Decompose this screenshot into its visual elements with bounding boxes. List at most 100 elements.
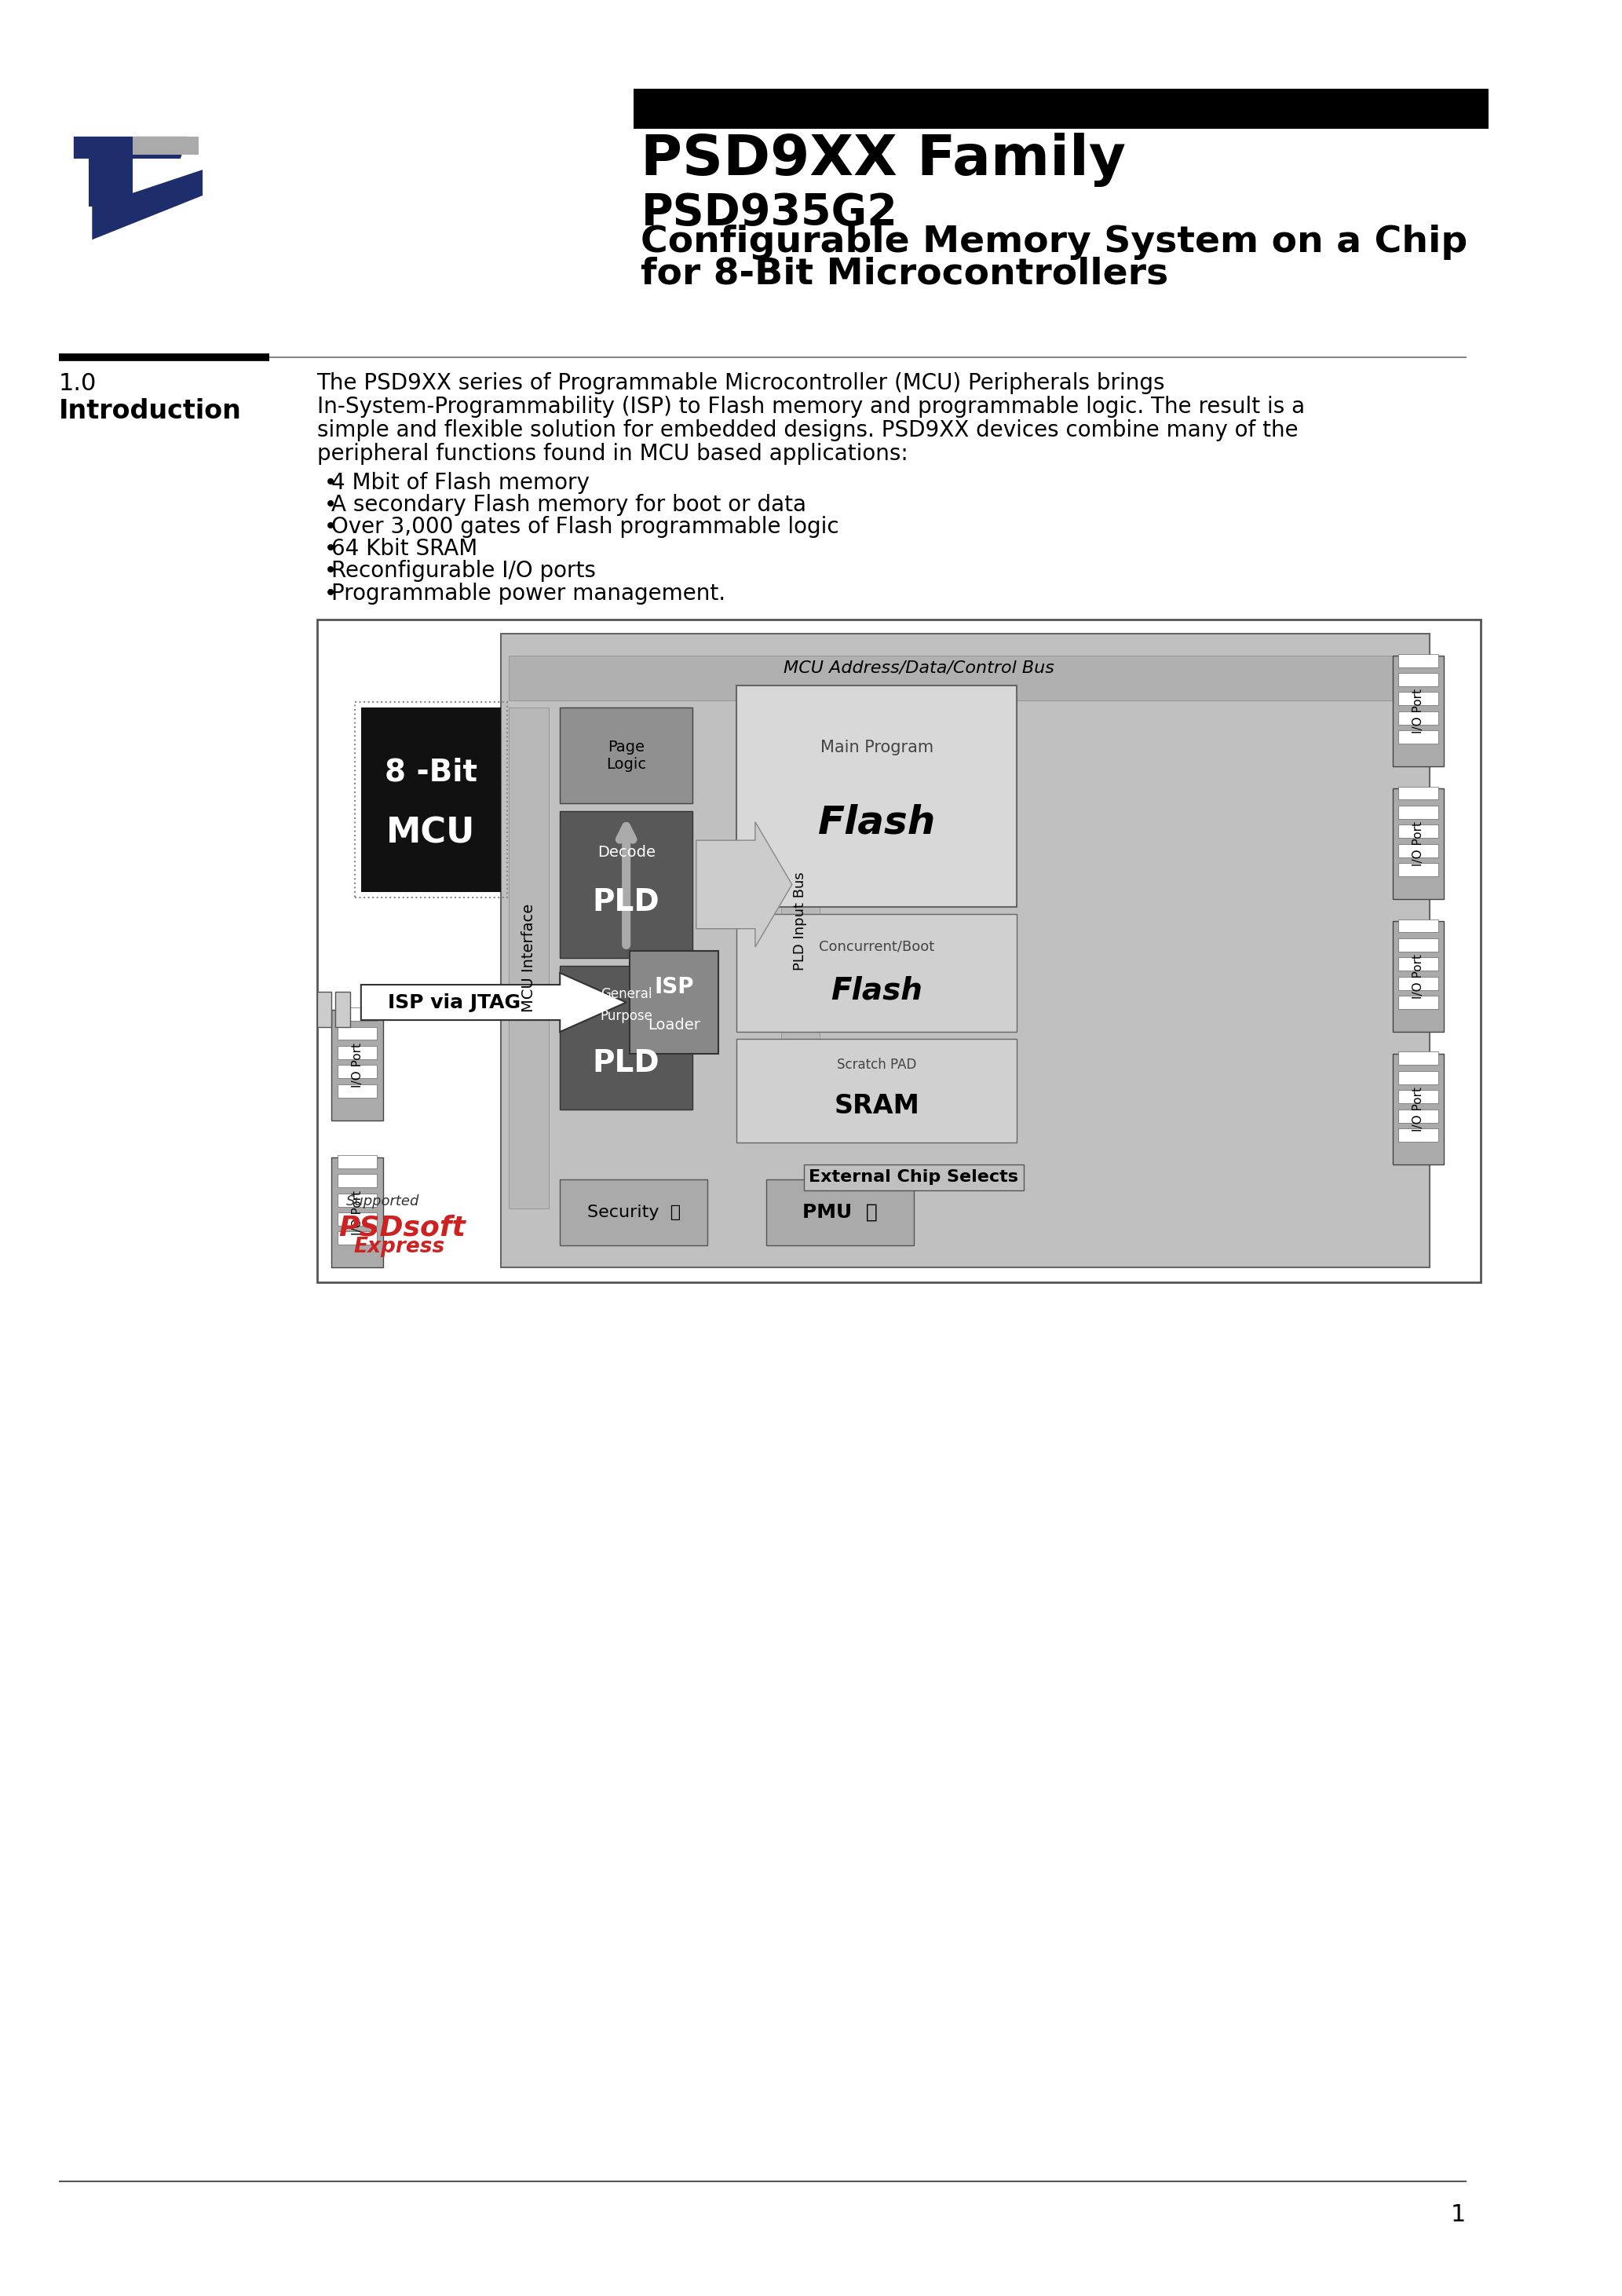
FancyBboxPatch shape: [1398, 939, 1439, 951]
Text: 4 Mbit of Flash memory: 4 Mbit of Flash memory: [331, 471, 590, 494]
FancyBboxPatch shape: [1393, 1054, 1444, 1164]
Text: Main Program: Main Program: [821, 739, 933, 755]
FancyBboxPatch shape: [362, 707, 501, 891]
Text: I/O Port: I/O Port: [1413, 822, 1424, 866]
Text: PLD Input Bus: PLD Input Bus: [793, 872, 808, 971]
Text: ISP: ISP: [654, 976, 694, 999]
Polygon shape: [73, 135, 188, 158]
Text: Page
Logic: Page Logic: [607, 739, 646, 771]
Text: MCU: MCU: [386, 815, 475, 850]
FancyBboxPatch shape: [1393, 790, 1444, 900]
Text: Configurable Memory System on a Chip: Configurable Memory System on a Chip: [641, 225, 1468, 259]
Text: 1: 1: [1452, 2204, 1466, 2227]
Polygon shape: [362, 974, 626, 1031]
FancyBboxPatch shape: [337, 1231, 378, 1244]
Text: Concurrent/Boot: Concurrent/Boot: [819, 939, 934, 955]
Text: Decode: Decode: [597, 845, 655, 859]
Text: Security  🔒: Security 🔒: [587, 1205, 680, 1219]
Text: The PSD9XX series of Programmable Microcontroller (MCU) Peripherals brings: The PSD9XX series of Programmable Microc…: [316, 372, 1165, 395]
Polygon shape: [92, 170, 203, 239]
FancyBboxPatch shape: [508, 707, 548, 1208]
Text: •: •: [324, 494, 337, 517]
FancyBboxPatch shape: [337, 1084, 378, 1097]
Text: PSD9XX Family: PSD9XX Family: [641, 133, 1126, 186]
Text: Introduction: Introduction: [58, 397, 242, 425]
FancyBboxPatch shape: [629, 951, 719, 1054]
FancyBboxPatch shape: [736, 914, 1017, 1031]
Text: General: General: [600, 987, 652, 1001]
FancyBboxPatch shape: [1398, 824, 1439, 838]
FancyBboxPatch shape: [1398, 996, 1439, 1008]
FancyBboxPatch shape: [1398, 806, 1439, 820]
FancyBboxPatch shape: [780, 707, 819, 1134]
Text: simple and flexible solution for embedded designs. PSD9XX devices combine many o: simple and flexible solution for embedde…: [316, 420, 1298, 441]
FancyBboxPatch shape: [1398, 957, 1439, 971]
Text: Express: Express: [354, 1238, 444, 1258]
Text: Programmable power management.: Programmable power management.: [331, 583, 725, 604]
Polygon shape: [696, 822, 792, 948]
Text: Flash: Flash: [817, 804, 936, 840]
Text: I/O Port: I/O Port: [352, 1042, 363, 1088]
FancyBboxPatch shape: [560, 707, 693, 804]
Text: Purpose: Purpose: [600, 1008, 652, 1024]
FancyBboxPatch shape: [560, 810, 693, 957]
FancyBboxPatch shape: [1398, 1127, 1439, 1141]
Text: PSDsoft: PSDsoft: [339, 1215, 466, 1242]
Text: PMU  🔧: PMU 🔧: [803, 1203, 878, 1221]
FancyBboxPatch shape: [766, 1180, 913, 1244]
Text: Supported: Supported: [345, 1194, 420, 1208]
FancyBboxPatch shape: [337, 1212, 378, 1226]
FancyBboxPatch shape: [1398, 1070, 1439, 1084]
Text: SRAM: SRAM: [834, 1093, 920, 1118]
FancyBboxPatch shape: [1398, 918, 1439, 932]
Polygon shape: [133, 135, 200, 154]
FancyBboxPatch shape: [1398, 712, 1439, 726]
Text: Flash: Flash: [830, 976, 923, 1006]
Text: 8 -Bit: 8 -Bit: [384, 758, 477, 788]
FancyBboxPatch shape: [337, 1047, 378, 1058]
FancyBboxPatch shape: [1398, 673, 1439, 687]
FancyBboxPatch shape: [1393, 657, 1444, 767]
FancyBboxPatch shape: [1398, 976, 1439, 990]
Text: Over 3,000 gates of Flash programmable logic: Over 3,000 gates of Flash programmable l…: [331, 517, 839, 537]
FancyBboxPatch shape: [1398, 1091, 1439, 1104]
FancyBboxPatch shape: [331, 1157, 383, 1267]
Text: for 8-Bit Microcontrollers: for 8-Bit Microcontrollers: [641, 257, 1169, 292]
FancyBboxPatch shape: [1398, 788, 1439, 799]
Text: ISP via JTAG: ISP via JTAG: [388, 992, 521, 1013]
Text: External Chip Selects: External Chip Selects: [809, 1169, 1019, 1185]
FancyBboxPatch shape: [1398, 730, 1439, 744]
FancyBboxPatch shape: [1398, 691, 1439, 705]
Text: •: •: [324, 560, 337, 583]
Text: Loader: Loader: [647, 1017, 701, 1033]
FancyBboxPatch shape: [1398, 1109, 1439, 1123]
Text: PSD935G2: PSD935G2: [641, 193, 897, 234]
FancyBboxPatch shape: [560, 1180, 707, 1244]
FancyBboxPatch shape: [337, 1194, 378, 1205]
FancyBboxPatch shape: [316, 992, 331, 1026]
FancyBboxPatch shape: [560, 967, 693, 1109]
Text: •: •: [324, 471, 337, 494]
Text: PLD: PLD: [592, 1049, 660, 1079]
Text: In-System-Programmability (ISP) to Flash memory and programmable logic. The resu: In-System-Programmability (ISP) to Flash…: [316, 395, 1304, 418]
FancyBboxPatch shape: [634, 90, 1489, 129]
Text: peripheral functions found in MCU based applications:: peripheral functions found in MCU based …: [316, 443, 908, 466]
FancyBboxPatch shape: [1398, 1052, 1439, 1065]
Polygon shape: [89, 140, 133, 207]
Text: •: •: [324, 517, 337, 537]
Text: Scratch PAD: Scratch PAD: [837, 1058, 916, 1072]
FancyBboxPatch shape: [736, 1040, 1017, 1143]
FancyBboxPatch shape: [331, 1010, 383, 1120]
FancyBboxPatch shape: [316, 620, 1481, 1283]
FancyBboxPatch shape: [1393, 921, 1444, 1031]
FancyBboxPatch shape: [337, 1008, 378, 1022]
Text: •: •: [324, 537, 337, 560]
FancyBboxPatch shape: [1398, 863, 1439, 877]
FancyBboxPatch shape: [337, 1173, 378, 1187]
Text: PLD: PLD: [592, 886, 660, 916]
Text: I/O Port: I/O Port: [1413, 1086, 1424, 1132]
FancyBboxPatch shape: [508, 657, 1422, 700]
Text: I/O Port: I/O Port: [1413, 689, 1424, 735]
Text: I/O Port: I/O Port: [1413, 955, 1424, 999]
FancyBboxPatch shape: [336, 992, 350, 1026]
